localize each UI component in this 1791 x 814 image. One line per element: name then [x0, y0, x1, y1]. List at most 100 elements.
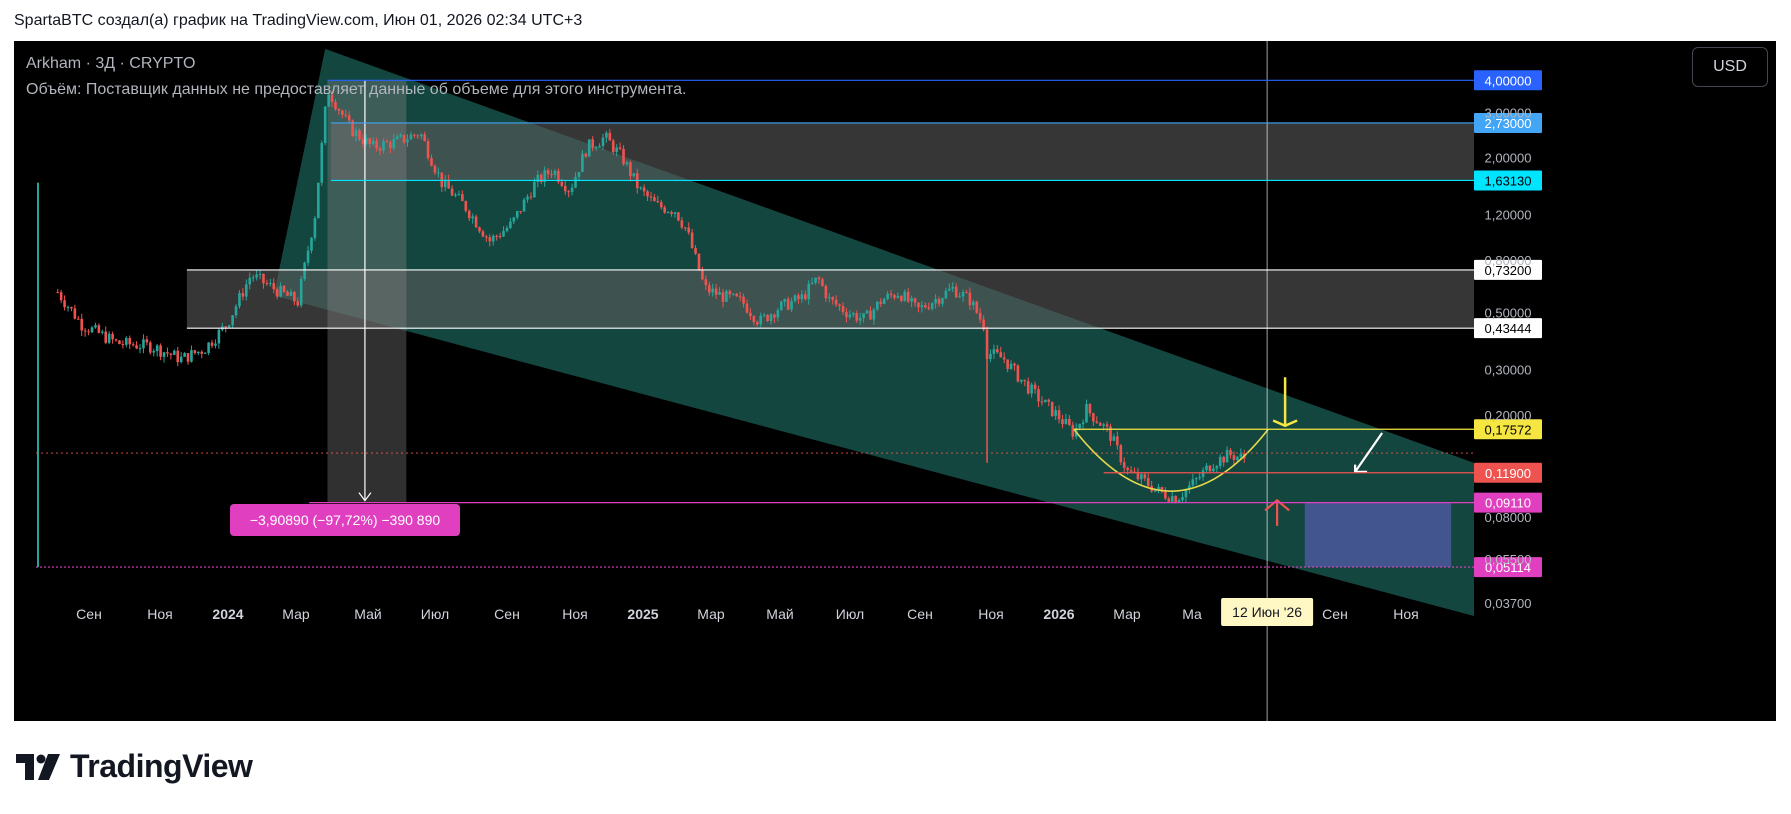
candle-body — [793, 295, 797, 302]
y-tick-label: 0,08000 — [1485, 510, 1532, 525]
price-level-tag — [1474, 70, 1542, 91]
candle-body — [653, 197, 656, 202]
candle-body — [694, 248, 697, 254]
candle-body — [656, 201, 660, 203]
candle-body — [152, 350, 156, 353]
candle-body — [752, 316, 756, 323]
candle-body — [234, 306, 238, 316]
candle-body — [395, 136, 399, 139]
candle-body — [821, 279, 824, 286]
candle-body — [289, 292, 293, 296]
candle-body — [625, 162, 629, 165]
x-tick-label: Сен — [76, 606, 102, 622]
candle-body — [1085, 404, 1088, 423]
candle-body — [896, 295, 900, 298]
candle-body — [1040, 401, 1044, 403]
candle-body — [1191, 479, 1195, 486]
candle-body — [886, 293, 889, 299]
candle-body — [1198, 477, 1201, 479]
currency-button[interactable]: USD — [1692, 47, 1768, 87]
candle-body — [858, 317, 862, 321]
candle-body — [536, 174, 540, 182]
candle-body — [207, 342, 210, 353]
candle-body — [972, 301, 975, 306]
candle-body — [142, 339, 145, 349]
candle-body — [1140, 474, 1143, 480]
candle-body — [402, 134, 406, 143]
candle-body — [996, 349, 999, 353]
y-tick-label: 3,00000 — [1485, 105, 1532, 120]
candle-body — [203, 352, 207, 354]
candle-body — [539, 174, 543, 182]
price-level-tag — [1474, 419, 1542, 440]
candle-body — [389, 142, 392, 148]
candle-body — [1057, 410, 1061, 420]
candle-body — [1013, 363, 1016, 366]
candle-body — [1188, 485, 1191, 490]
price-level-tag — [1474, 462, 1542, 483]
candle-body — [498, 236, 502, 238]
x-tick-label: Сен — [1322, 606, 1348, 622]
candle-body — [1133, 471, 1136, 473]
candle-body — [889, 293, 893, 296]
candle-body — [824, 285, 828, 299]
candle-body — [70, 307, 73, 309]
price-level-tag — [1474, 492, 1542, 513]
candle-body — [135, 345, 138, 349]
candle-body — [862, 313, 865, 318]
candle-body — [965, 292, 968, 294]
resistance-zone-lower — [186, 269, 1474, 329]
candle-body — [94, 325, 97, 328]
candle-body — [707, 285, 711, 293]
candle-body — [169, 353, 173, 355]
candle-body — [1119, 445, 1123, 463]
candle-body — [587, 139, 591, 157]
candle-body — [951, 286, 955, 289]
candle-body — [845, 312, 848, 318]
candle-body — [550, 174, 553, 176]
candle-body — [1229, 450, 1232, 456]
candle-body — [1174, 496, 1177, 503]
price-chart[interactable]: 4,00000 2,73000 1,63130 0,73200 0,43444 0,175… — [14, 41, 1776, 721]
candle-body — [533, 181, 536, 198]
candle-body — [1129, 470, 1133, 472]
candle-body — [982, 319, 985, 330]
candle-body — [557, 170, 560, 182]
candle-body — [745, 303, 749, 313]
candle-body — [1236, 456, 1239, 460]
candle-body — [642, 187, 646, 192]
red-up-arrow — [1264, 498, 1290, 526]
chart-panel[interactable]: 4,00000 2,73000 1,63130 0,73200 0,43444 0,175… — [14, 41, 1776, 721]
candle-body — [59, 292, 63, 301]
candle-body — [347, 115, 351, 121]
candle-body — [269, 283, 272, 285]
candle-body — [1177, 500, 1181, 503]
candle-body — [941, 298, 944, 304]
candle-body — [1006, 359, 1009, 369]
candle-body — [738, 296, 742, 298]
candle-body — [179, 356, 183, 363]
candle-body — [238, 293, 241, 307]
candle-body — [131, 344, 135, 346]
candle-body — [512, 217, 516, 222]
candle-body — [279, 285, 282, 297]
candle-body — [646, 191, 649, 197]
candle-body — [581, 153, 584, 173]
candle-body — [1194, 478, 1198, 480]
x-tick-label: Сен — [907, 606, 933, 622]
candle-body — [1016, 365, 1020, 382]
candle-body — [632, 173, 636, 177]
crosshair-date-tag — [1221, 598, 1314, 626]
candle-body — [87, 331, 90, 333]
candle-body — [430, 158, 433, 166]
candle-body — [56, 292, 60, 294]
candle-body — [107, 333, 111, 343]
candle-body — [1116, 436, 1119, 446]
candle-body — [251, 277, 255, 279]
footer-brand[interactable]: TradingView — [16, 748, 253, 785]
candle-body — [869, 310, 872, 320]
candle-body — [893, 295, 896, 298]
candle-body — [454, 194, 457, 196]
candle-body — [1153, 489, 1157, 492]
x-tick-label: Мар — [1113, 606, 1141, 622]
